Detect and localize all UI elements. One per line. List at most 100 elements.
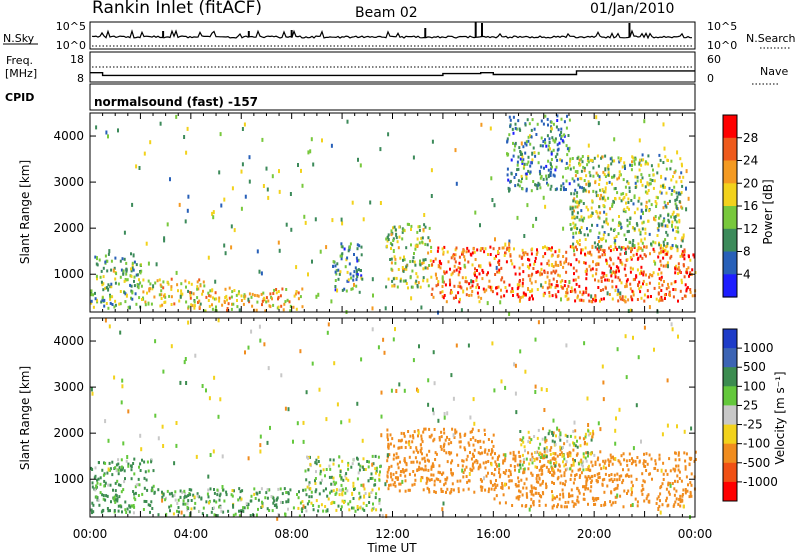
power-echo-cell [408, 223, 410, 226]
power-echo-cell [622, 197, 625, 201]
velocity-echo-cell [150, 500, 153, 504]
power-echo-cell [615, 285, 618, 289]
nsearch-right-label: N.Search [746, 32, 796, 45]
velocity-echo-cell [551, 473, 553, 477]
power-echo-cell [675, 220, 678, 224]
power-echo-cell [94, 297, 97, 301]
velocity-echo-cell [276, 497, 278, 501]
power-echo-cell [162, 280, 165, 284]
power-echo-cell [422, 261, 425, 265]
velocity-echo-cell [566, 467, 569, 471]
power-echo-cell [550, 248, 553, 252]
power-echo-cell [646, 191, 649, 195]
velocity-echo-cell [434, 451, 437, 455]
power-echo-cell [617, 299, 620, 303]
power-scatter-echo [211, 211, 214, 216]
velocity-echo-cell [630, 474, 633, 478]
power-scatter-echo [625, 250, 627, 255]
power-echo-cell [602, 233, 605, 237]
power-echo-cell [649, 178, 652, 182]
power-echo-cell [612, 270, 615, 274]
velocity-echo-cell [193, 506, 196, 510]
velocity-echo-cell [441, 490, 444, 493]
power-echo-cell [580, 199, 583, 203]
power-echo-cell [640, 296, 643, 300]
power-echo-cell [511, 262, 514, 266]
velocity-scatter-echo [408, 442, 411, 447]
power-echo-cell [590, 300, 593, 304]
power-echo-cell [665, 230, 668, 234]
power-echo-cell [671, 244, 674, 247]
power-scatter-echo [675, 204, 678, 209]
velocity-echo-cell [417, 450, 419, 454]
power-echo-cell [109, 297, 112, 301]
velocity-echo-cell [232, 505, 235, 509]
power-echo-cell [573, 249, 575, 253]
velocity-echo-cell [519, 463, 521, 467]
velocity-echo-cell [400, 438, 403, 442]
power-echo-cell [603, 173, 606, 177]
velocity-echo-cell [586, 442, 589, 446]
velocity-echo-cell [545, 446, 548, 449]
velocity-echo-cell [548, 429, 551, 433]
power-echo-cell [525, 143, 528, 147]
velocity-echo-cell [141, 458, 143, 462]
velocity-echo-cell [587, 502, 589, 506]
power-echo-cell [569, 245, 572, 249]
power-echo-cell [357, 268, 360, 272]
power-echo-cell [130, 267, 132, 271]
velocity-scatter-echo [427, 378, 430, 383]
velocity-scatter-echo [305, 390, 308, 395]
velocity-echo-cell [325, 509, 328, 513]
velocity-echo-cell [103, 479, 106, 483]
velocity-scatter-echo [670, 322, 673, 327]
power-scatter-echo [516, 215, 519, 220]
velocity-echo-cell [522, 471, 525, 475]
velocity-echo-cell [438, 436, 441, 439]
power-echo-cell [653, 249, 656, 253]
velocity-echo-cell [540, 467, 543, 471]
velocity-scatter-echo [597, 421, 600, 426]
power-echo-cell [263, 296, 266, 300]
velocity-echo-cell [210, 510, 213, 514]
power-echo-cell [642, 220, 645, 224]
velocity-echo-cell [616, 483, 619, 487]
power-echo-cell [569, 223, 572, 226]
power-echo-cell [613, 200, 615, 204]
velocity-echo-cell [132, 504, 135, 507]
power-echo-cell [496, 270, 499, 274]
velocity-echo-cell [378, 478, 381, 482]
velocity-echo-cell [598, 475, 601, 479]
power-echo-cell [547, 144, 550, 148]
power-echo-cell [644, 231, 647, 235]
velocity-echo-cell [275, 505, 278, 509]
power-echo-cell [578, 218, 581, 222]
velocity-echo-cell [676, 480, 679, 484]
power-echo-cell [632, 278, 635, 282]
power-echo-cell [344, 265, 347, 269]
power-echo-cell [577, 275, 580, 279]
power-echo-cell [636, 179, 639, 183]
velocity-echo-cell [576, 445, 579, 449]
power-echo-cell [662, 206, 665, 210]
velocity-echo-cell [232, 513, 235, 517]
power-echo-cell [640, 265, 643, 269]
power-echo-cell [548, 282, 551, 286]
power-echo-cell [581, 248, 584, 252]
power-echo-cell [540, 267, 543, 271]
nsky-panel-frame [89, 21, 696, 50]
velocity-echo-cell [420, 434, 423, 438]
velocity-echo-cell [682, 488, 685, 492]
power-echo-cell [635, 274, 638, 278]
power-scatter-echo [231, 186, 234, 191]
velocity-echo-cell [283, 487, 286, 491]
power-scatter-echo [143, 151, 146, 156]
power-echo-cell [564, 167, 567, 170]
velocity-echo-cell [97, 477, 100, 481]
velocity-echo-cell [524, 449, 526, 453]
power-echo-cell [674, 198, 677, 202]
velocity-echo-cell [371, 454, 374, 458]
power-echo-cell [430, 250, 433, 253]
power-echo-cell [159, 304, 162, 308]
power-echo-cell [416, 230, 419, 234]
